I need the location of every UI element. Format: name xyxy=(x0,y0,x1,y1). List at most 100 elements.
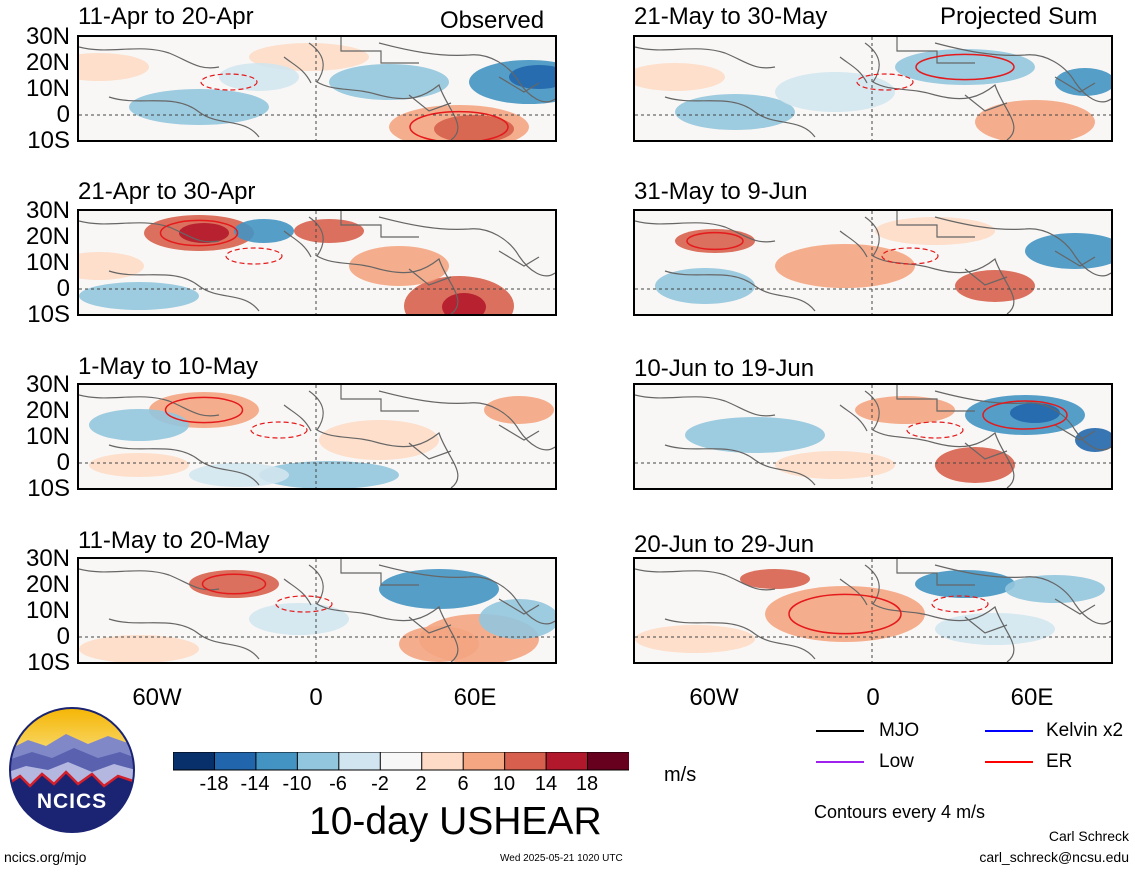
anomaly-blob xyxy=(509,65,555,89)
coastline xyxy=(896,211,975,238)
anomaly-blob xyxy=(915,570,1015,598)
coastline xyxy=(964,442,1008,460)
anomaly-blob xyxy=(875,217,995,245)
anomaly-blob xyxy=(635,625,755,653)
colorbar-tick: -18 xyxy=(199,773,229,795)
anomaly-blob xyxy=(955,270,1035,302)
lat-label: 20N xyxy=(25,571,70,598)
coastline xyxy=(308,564,459,662)
lat-label: 10N xyxy=(25,249,70,276)
coastline xyxy=(283,404,312,432)
lon-label: 60E xyxy=(1010,684,1054,711)
map-panel-observed-3 xyxy=(77,383,557,490)
coastline xyxy=(839,404,868,432)
colorbar-tick: -14 xyxy=(240,773,270,795)
coastline xyxy=(108,444,260,486)
colorbar-swatch xyxy=(213,751,257,771)
coastline xyxy=(283,230,312,258)
anomaly-blob xyxy=(479,599,555,639)
projected-sum-label: Projected Sum xyxy=(940,3,1098,30)
lat-label: 30N xyxy=(25,545,70,572)
anomaly-blob xyxy=(349,246,449,286)
coastline xyxy=(664,444,816,486)
coastline xyxy=(340,37,419,64)
legend-er-line xyxy=(985,761,1033,763)
anomaly-blob xyxy=(775,72,895,112)
legend-low-line xyxy=(816,761,864,763)
coastline xyxy=(498,76,540,93)
coastline xyxy=(839,578,868,606)
er-contour xyxy=(159,219,239,247)
map-panel-observed-2 xyxy=(77,209,557,316)
er-contour xyxy=(686,231,744,251)
anomaly-blob xyxy=(855,396,955,424)
er-contour-negative xyxy=(225,247,283,265)
lat-label: 10S xyxy=(27,475,70,502)
lat-label: 10S xyxy=(27,301,70,328)
colorbar-tick: 18 xyxy=(575,773,599,795)
coastline xyxy=(934,390,1111,451)
coastline xyxy=(79,394,220,417)
anomaly-blob xyxy=(249,603,349,635)
map-panel-observed-1 xyxy=(77,35,557,142)
coastline xyxy=(896,559,975,586)
anomaly-blob xyxy=(775,451,895,479)
er-contour-negative xyxy=(881,247,939,265)
coastline xyxy=(378,42,555,103)
anomaly-blob xyxy=(1010,403,1060,423)
coastline xyxy=(108,270,260,312)
lat-label: 10S xyxy=(27,649,70,676)
colorbar-tick: 2 xyxy=(415,773,427,795)
colorbar-swatch xyxy=(587,751,630,771)
colorbar xyxy=(172,751,630,777)
coastline xyxy=(308,390,459,488)
map-panel-projected-1 xyxy=(633,35,1113,142)
colorbar-swatch xyxy=(172,751,216,771)
coastline xyxy=(340,211,419,238)
lat-label: 30N xyxy=(25,23,70,50)
panel-title-4: 11-May to 20-May xyxy=(78,527,270,554)
panel-title-5: 21-May to 30-May xyxy=(634,3,828,30)
coastline xyxy=(408,442,452,460)
anomaly-blob xyxy=(259,461,399,488)
colorbar-swatch xyxy=(504,751,548,771)
lat-label: 20N xyxy=(25,223,70,250)
coastline xyxy=(79,568,220,591)
coastline xyxy=(839,230,868,258)
coastline xyxy=(934,216,1111,277)
map-panel-observed-4 xyxy=(77,557,557,664)
coastline xyxy=(378,390,555,451)
anomaly-map xyxy=(635,37,1111,140)
lat-label: 30N xyxy=(25,197,70,224)
coastline xyxy=(896,385,975,412)
anomaly-map xyxy=(635,385,1111,488)
coastline xyxy=(635,394,776,417)
anomaly-blob xyxy=(675,94,795,130)
anomaly-blob xyxy=(79,282,199,310)
coastline xyxy=(1054,598,1096,615)
coastline xyxy=(498,598,540,615)
lat-label: 0 xyxy=(56,275,70,302)
ncics-logo: NCICS xyxy=(8,706,136,834)
coastline xyxy=(635,46,776,69)
site-link[interactable]: ncics.org/mjo xyxy=(4,849,87,865)
coastline xyxy=(896,37,975,64)
coastline xyxy=(498,250,540,267)
coastline xyxy=(408,616,452,634)
coastline xyxy=(79,46,220,69)
lon-label: 60E xyxy=(453,684,497,711)
anomaly-map xyxy=(635,211,1111,314)
anomaly-blob xyxy=(89,409,189,441)
coastline xyxy=(308,42,459,140)
coastline xyxy=(340,559,419,586)
ncics-logo-graphic xyxy=(9,707,135,833)
lon-label: 60W xyxy=(689,684,739,711)
coastline xyxy=(1054,76,1096,93)
panel-title-2: 21-Apr to 30-Apr xyxy=(78,178,256,205)
legend-low-label: Low xyxy=(879,751,914,772)
legend-mjo-label: MJO xyxy=(879,720,920,741)
er-contour xyxy=(164,396,244,424)
panel-title-8: 20-Jun to 29-Jun xyxy=(634,531,815,558)
er-contour xyxy=(409,110,509,140)
colorbar-swatch xyxy=(379,751,423,771)
